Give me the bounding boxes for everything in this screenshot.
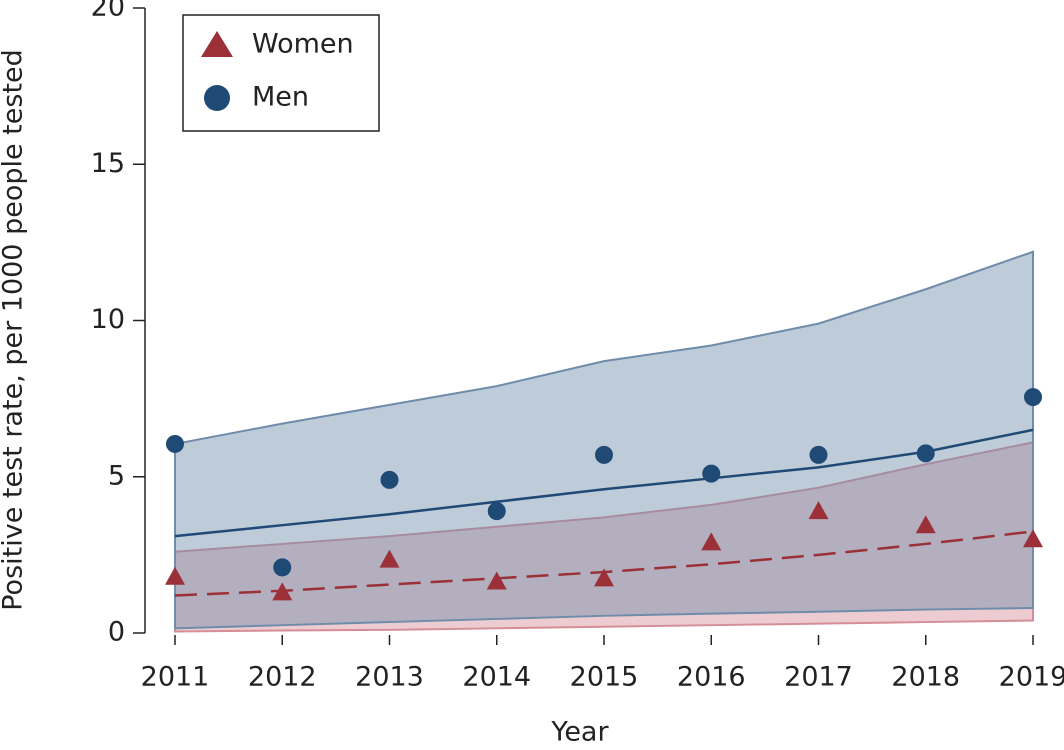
- x-tick-label: 2014: [462, 662, 531, 693]
- x-tick-label: 2015: [570, 662, 639, 693]
- legend-label: Women: [252, 29, 354, 60]
- point: [808, 501, 829, 520]
- point: [273, 558, 292, 577]
- point: [379, 549, 400, 568]
- point: [380, 470, 399, 489]
- x-axis-label: Year: [550, 717, 609, 747]
- y-tick-label: 0: [108, 617, 125, 648]
- point: [272, 582, 293, 601]
- x-tick-label: 2011: [141, 662, 210, 693]
- x-tick-label: 2017: [784, 662, 853, 693]
- y-tick-label: 5: [108, 460, 125, 491]
- point: [1023, 529, 1043, 548]
- legend-marker: [204, 85, 230, 111]
- point: [594, 568, 614, 587]
- x-tick-label: 2018: [891, 662, 960, 693]
- y-tick-label: 15: [91, 148, 125, 179]
- x-tick-label: 2013: [355, 662, 424, 693]
- x-tick-label: 2016: [677, 662, 746, 693]
- point: [809, 445, 828, 464]
- point: [166, 434, 184, 453]
- trend-line: [174, 428, 1034, 538]
- point: [595, 445, 613, 464]
- y-axis-label: Positive test rate, per 1000 people test…: [0, 49, 29, 611]
- legend-marker: [201, 31, 233, 57]
- point: [1024, 388, 1042, 407]
- confidence-band: [174, 250, 1034, 630]
- point: [701, 532, 722, 551]
- x-tick-label: 2012: [248, 662, 317, 693]
- point: [916, 444, 935, 463]
- point: [487, 502, 506, 521]
- y-tick-label: 10: [91, 304, 125, 335]
- point: [486, 571, 507, 590]
- point: [165, 566, 185, 585]
- legend-label: Men: [252, 82, 309, 113]
- y-tick-label: 20: [91, 0, 125, 23]
- point: [915, 515, 936, 534]
- x-tick-label: 2019: [999, 662, 1064, 693]
- confidence-band: [174, 441, 1034, 633]
- point: [702, 464, 721, 483]
